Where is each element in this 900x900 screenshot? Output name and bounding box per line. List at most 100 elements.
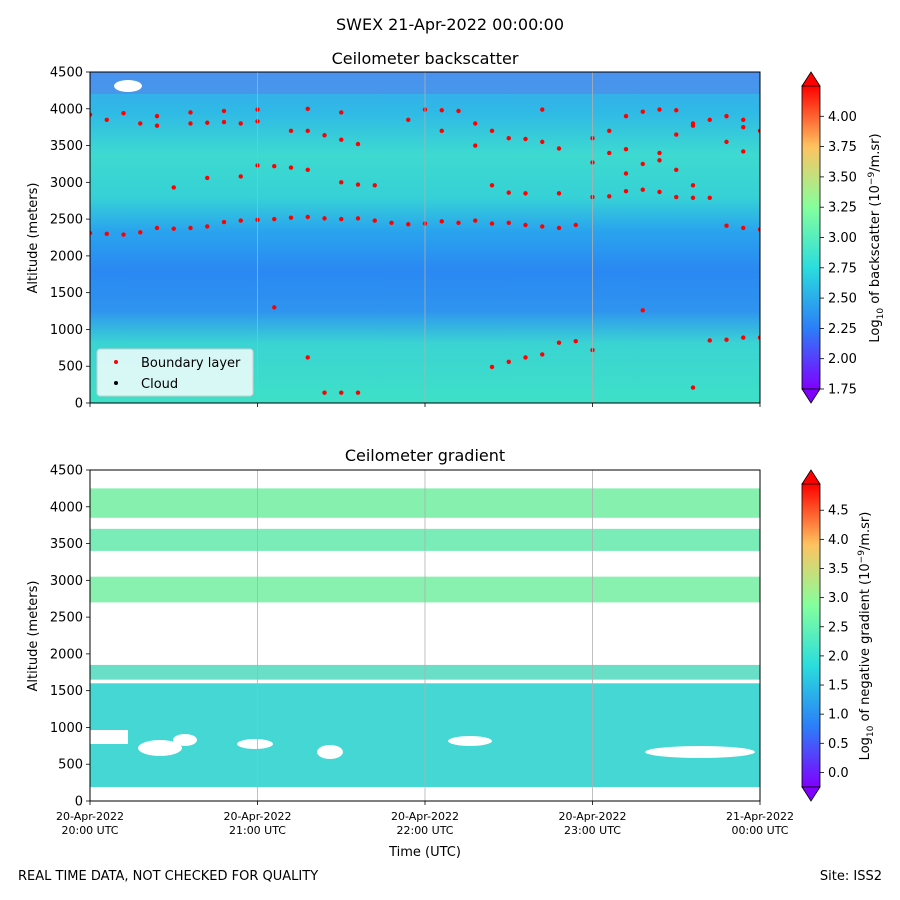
boundary-layer-point — [674, 194, 679, 200]
xtick-label-time: 22:00 UTC — [396, 824, 453, 837]
colorbar-min-arrow — [801, 786, 821, 802]
boundary-layer-point — [339, 110, 344, 115]
xtick-label-date: 20-Apr-2022 — [223, 810, 291, 823]
boundary-layer-point — [657, 158, 662, 163]
gradient-hole — [448, 736, 492, 746]
boundary-layer-point — [540, 139, 545, 145]
colorbar-gradient — [801, 483, 821, 788]
boundary-layer-point — [473, 143, 478, 148]
boundary-layer-point — [674, 108, 679, 113]
boundary-layer-point — [489, 128, 495, 134]
boundary-layer-point — [523, 355, 528, 360]
boundary-layer-point — [607, 150, 612, 156]
ytick-label: 2000 — [50, 647, 83, 662]
xtick-label-time: 23:00 UTC — [564, 824, 621, 837]
gradient-xlabel: Time (UTC) — [388, 845, 461, 860]
boundary-layer-point — [389, 220, 394, 225]
boundary-layer-point — [138, 121, 143, 126]
xtick-label-date: 20-Apr-2022 — [391, 810, 459, 823]
colorbar-tick-label: 4.5 — [828, 504, 849, 519]
boundary-layer-point — [741, 117, 746, 123]
boundary-layer-point — [305, 106, 310, 111]
boundary-layer-point — [288, 215, 294, 220]
boundary-layer-point — [741, 124, 746, 130]
colorbar-tick-label: 2.00 — [828, 352, 857, 367]
boundary-layer-point — [104, 117, 109, 123]
boundary-layer-point — [657, 150, 662, 156]
boundary-layer-point — [473, 218, 478, 223]
ytick-label: 4000 — [50, 102, 83, 117]
colorbar-ticks: 1.75 2.00 2.25 2.50 2.75 3.00 3.25 3.50 3.75 4.00 — [820, 110, 857, 398]
boundary-layer-point — [674, 132, 679, 137]
boundary-layer-point — [188, 110, 193, 115]
backscatter-missing-patch — [114, 80, 142, 92]
boundary-layer-point — [238, 218, 243, 223]
ytick-label: 4000 — [50, 500, 83, 515]
legend-marker-boundary-layer — [114, 360, 118, 364]
gradient-hole — [138, 740, 182, 756]
boundary-layer-point — [506, 220, 511, 225]
boundary-layer-point — [523, 191, 528, 196]
boundary-layer-point — [188, 121, 193, 126]
ytick-label: 2500 — [50, 213, 83, 228]
boundary-layer-point — [523, 136, 528, 142]
boundary-layer-point — [305, 128, 310, 134]
backscatter-colorbar-label: Log10 of backscatter (10−9/m.sr) — [867, 133, 886, 342]
ytick-label: 500 — [58, 758, 83, 773]
boundary-layer-point — [205, 120, 210, 125]
boundary-layer-point — [372, 218, 377, 223]
gradient-colorbar-label: Log10 of negative gradient (10−9/m.sr) — [857, 512, 876, 761]
boundary-layer-point — [640, 109, 645, 114]
boundary-layer-point — [556, 340, 562, 345]
boundary-layer-point — [623, 171, 629, 176]
gradient-hole — [173, 734, 197, 746]
boundary-layer-point — [690, 123, 696, 128]
backscatter-gridlines — [257, 72, 593, 403]
boundary-layer-point — [724, 223, 729, 228]
boundary-layer-point — [238, 121, 243, 126]
colorbar-tick-label: 2.25 — [828, 322, 857, 337]
boundary-layer-point — [355, 182, 361, 187]
boundary-layer-point — [623, 147, 629, 152]
backscatter-axes: Ceilometer backscatter 0 500 1000 1500 2000 2… — [26, 49, 886, 412]
boundary-layer-point — [523, 222, 528, 228]
site-label: Site: ISS2 — [819, 869, 882, 884]
boundary-layer-point — [607, 128, 612, 134]
colorbar-tick-label: 1.75 — [828, 383, 857, 398]
boundary-layer-point — [372, 183, 377, 188]
ytick-label: 3000 — [50, 574, 83, 589]
boundary-layer-point — [355, 390, 361, 395]
ytick-label: 3500 — [50, 537, 83, 552]
boundary-layer-point — [288, 165, 294, 170]
xtick-label-time: 21:00 UTC — [229, 824, 286, 837]
xtick-label-time: 00:00 UTC — [731, 824, 788, 837]
boundary-layer-point — [305, 214, 310, 220]
boundary-layer-point — [439, 219, 444, 224]
boundary-layer-point — [757, 227, 760, 232]
boundary-layer-point — [707, 117, 712, 123]
boundary-layer-point — [556, 225, 562, 231]
ytick-label: 1000 — [50, 721, 83, 736]
colorbar-tick-label: 3.25 — [828, 201, 857, 216]
gradient-yaxis: 0 500 1000 1500 2000 2500 3000 3500 4000 4500 — [50, 464, 90, 810]
boundary-layer-point — [121, 110, 126, 116]
boundary-layer-point — [757, 128, 760, 134]
ytick-label: 4500 — [50, 464, 83, 479]
colorbar-tick-label: 3.50 — [828, 170, 857, 185]
boundary-layer-point — [506, 190, 511, 195]
boundary-layer-point — [355, 141, 361, 147]
boundary-layer-point — [489, 221, 495, 226]
ytick-label: 1500 — [50, 684, 83, 699]
colorbar-tick-label: 2.50 — [828, 292, 857, 307]
boundary-layer-point — [640, 187, 645, 192]
legend: Boundary layer Cloud — [96, 348, 254, 397]
boundary-layer-point — [322, 216, 327, 221]
gradient-axes: Ceilometer gradient 0 500 1000 1500 2000 2500… — [26, 446, 876, 860]
boundary-layer-point — [489, 183, 495, 188]
backscatter-colorbar: 1.75 2.00 2.25 2.50 2.75 3.00 3.25 3.50 3.75 4.00… — [801, 71, 886, 404]
boundary-layer-point — [90, 112, 93, 117]
boundary-layer-point — [272, 305, 277, 310]
boundary-layer-point — [724, 139, 729, 145]
boundary-layer-point — [90, 230, 93, 236]
